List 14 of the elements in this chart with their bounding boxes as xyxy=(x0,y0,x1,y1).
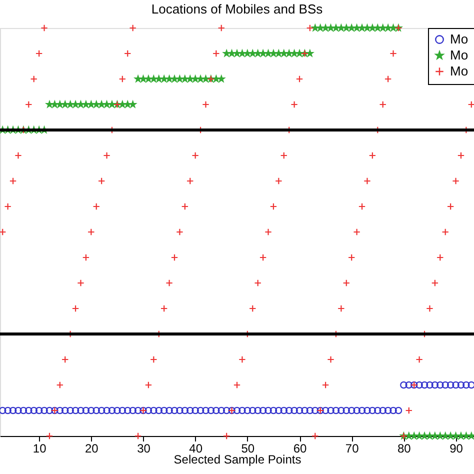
chart-title: Locations of Mobiles and BSs xyxy=(151,2,324,17)
x-tick-label: 30 xyxy=(137,442,151,456)
x-tick-label: 80 xyxy=(398,442,412,456)
x-tick-label: 70 xyxy=(345,442,360,456)
x-tick-label: 20 xyxy=(84,442,99,456)
x-tick-label: 10 xyxy=(32,442,47,456)
x-tick-label: 50 xyxy=(241,442,255,456)
legend-label: Mo xyxy=(450,32,468,46)
legend-label: Mo xyxy=(450,48,468,62)
x-tick-label: 60 xyxy=(293,442,307,456)
x-tick-label: 40 xyxy=(189,442,203,456)
x-axis-title: Selected Sample Points xyxy=(174,452,302,466)
legend-label: Mo xyxy=(450,64,468,78)
x-tick-label: 90 xyxy=(450,442,464,456)
